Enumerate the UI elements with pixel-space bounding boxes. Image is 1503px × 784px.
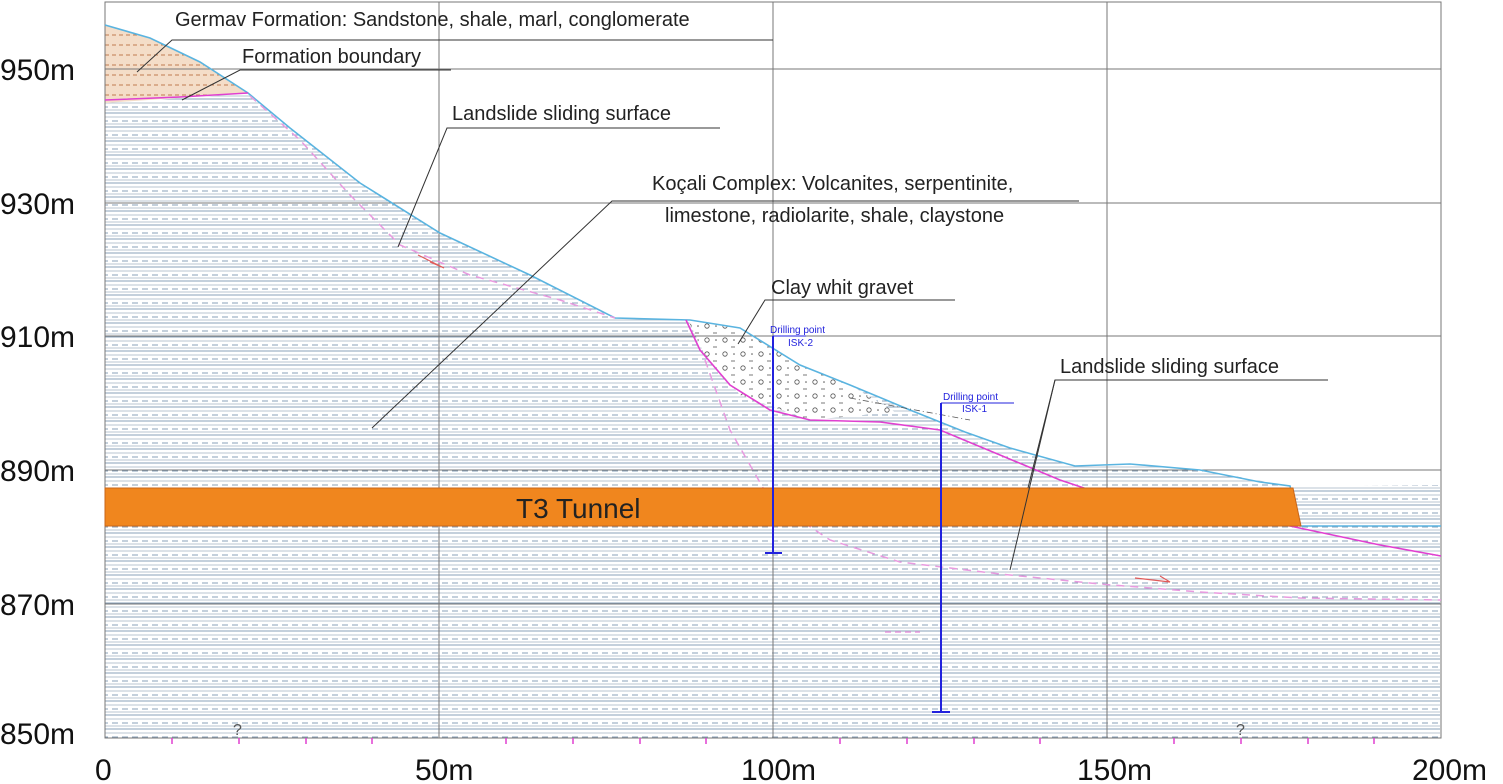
formation-boundary-label: Formation boundary	[242, 46, 421, 68]
formation-boundary-line	[104, 92, 249, 101]
y-tick-label: 930m	[0, 188, 75, 221]
dashdot-line	[849, 397, 971, 421]
germav-formation-label: Germav Formation: Sandstone, shale, marl…	[175, 9, 690, 31]
y-axis: 950m 930m 910m 890m 870m 850m	[0, 54, 75, 751]
isk2-title: Drilling point	[770, 325, 825, 336]
y-tick-label: 890m	[0, 455, 75, 488]
drilling-point-isk2: Drilling point ISK-2	[765, 325, 825, 554]
slip-arrow-upper	[417, 254, 445, 269]
x-tick-label: 100m	[741, 754, 816, 784]
y-tick-label: 870m	[0, 589, 75, 622]
x-tick-label: 150m	[1077, 754, 1152, 784]
isk1-name: ISK-1	[962, 404, 987, 415]
x-tick-label: 50m	[415, 754, 473, 784]
y-tick-label: 910m	[0, 321, 75, 354]
x-tick-label: 0	[95, 754, 112, 784]
y-tick-label: 850m	[0, 718, 75, 751]
drilling-point-isk1: Drilling point ISK-1	[932, 392, 1014, 713]
tunnel-label: T3 Tunnel	[516, 493, 641, 524]
ground-surface-line	[104, 24, 1441, 527]
x-minor-ticks	[171, 738, 1375, 744]
sliding-surface-lower	[704, 359, 1442, 601]
x-tick-label: 200m	[1412, 754, 1487, 784]
question-mark-right: ?	[1236, 722, 1245, 739]
kocali-label-line1: Koçali Complex: Volcanites, serpentinite…	[652, 173, 1013, 195]
kocali-label-line2: limestone, radiolarite, shale, claystone	[665, 205, 1004, 227]
slip-arrow-lower	[1134, 575, 1171, 583]
landslide-label-lower: Landslide sliding surface	[1060, 356, 1279, 378]
t3-tunnel	[104, 487, 1302, 527]
y-tick-label: 950m	[0, 54, 75, 87]
isk2-name: ISK-2	[788, 338, 813, 349]
sliding-surface-upper	[249, 95, 616, 319]
leader-lines	[136, 39, 1328, 571]
clay-gravel-label: Clay whit gravet	[771, 277, 914, 299]
germav-formation-area	[105, 25, 248, 103]
question-mark-left: ?	[233, 722, 242, 739]
clay-gravel-area	[688, 320, 895, 420]
isk1-title: Drilling point	[943, 392, 998, 403]
x-axis: 0 50m 100m 150m 200m	[95, 754, 1487, 784]
landslide-label-upper: Landslide sliding surface	[452, 103, 671, 125]
